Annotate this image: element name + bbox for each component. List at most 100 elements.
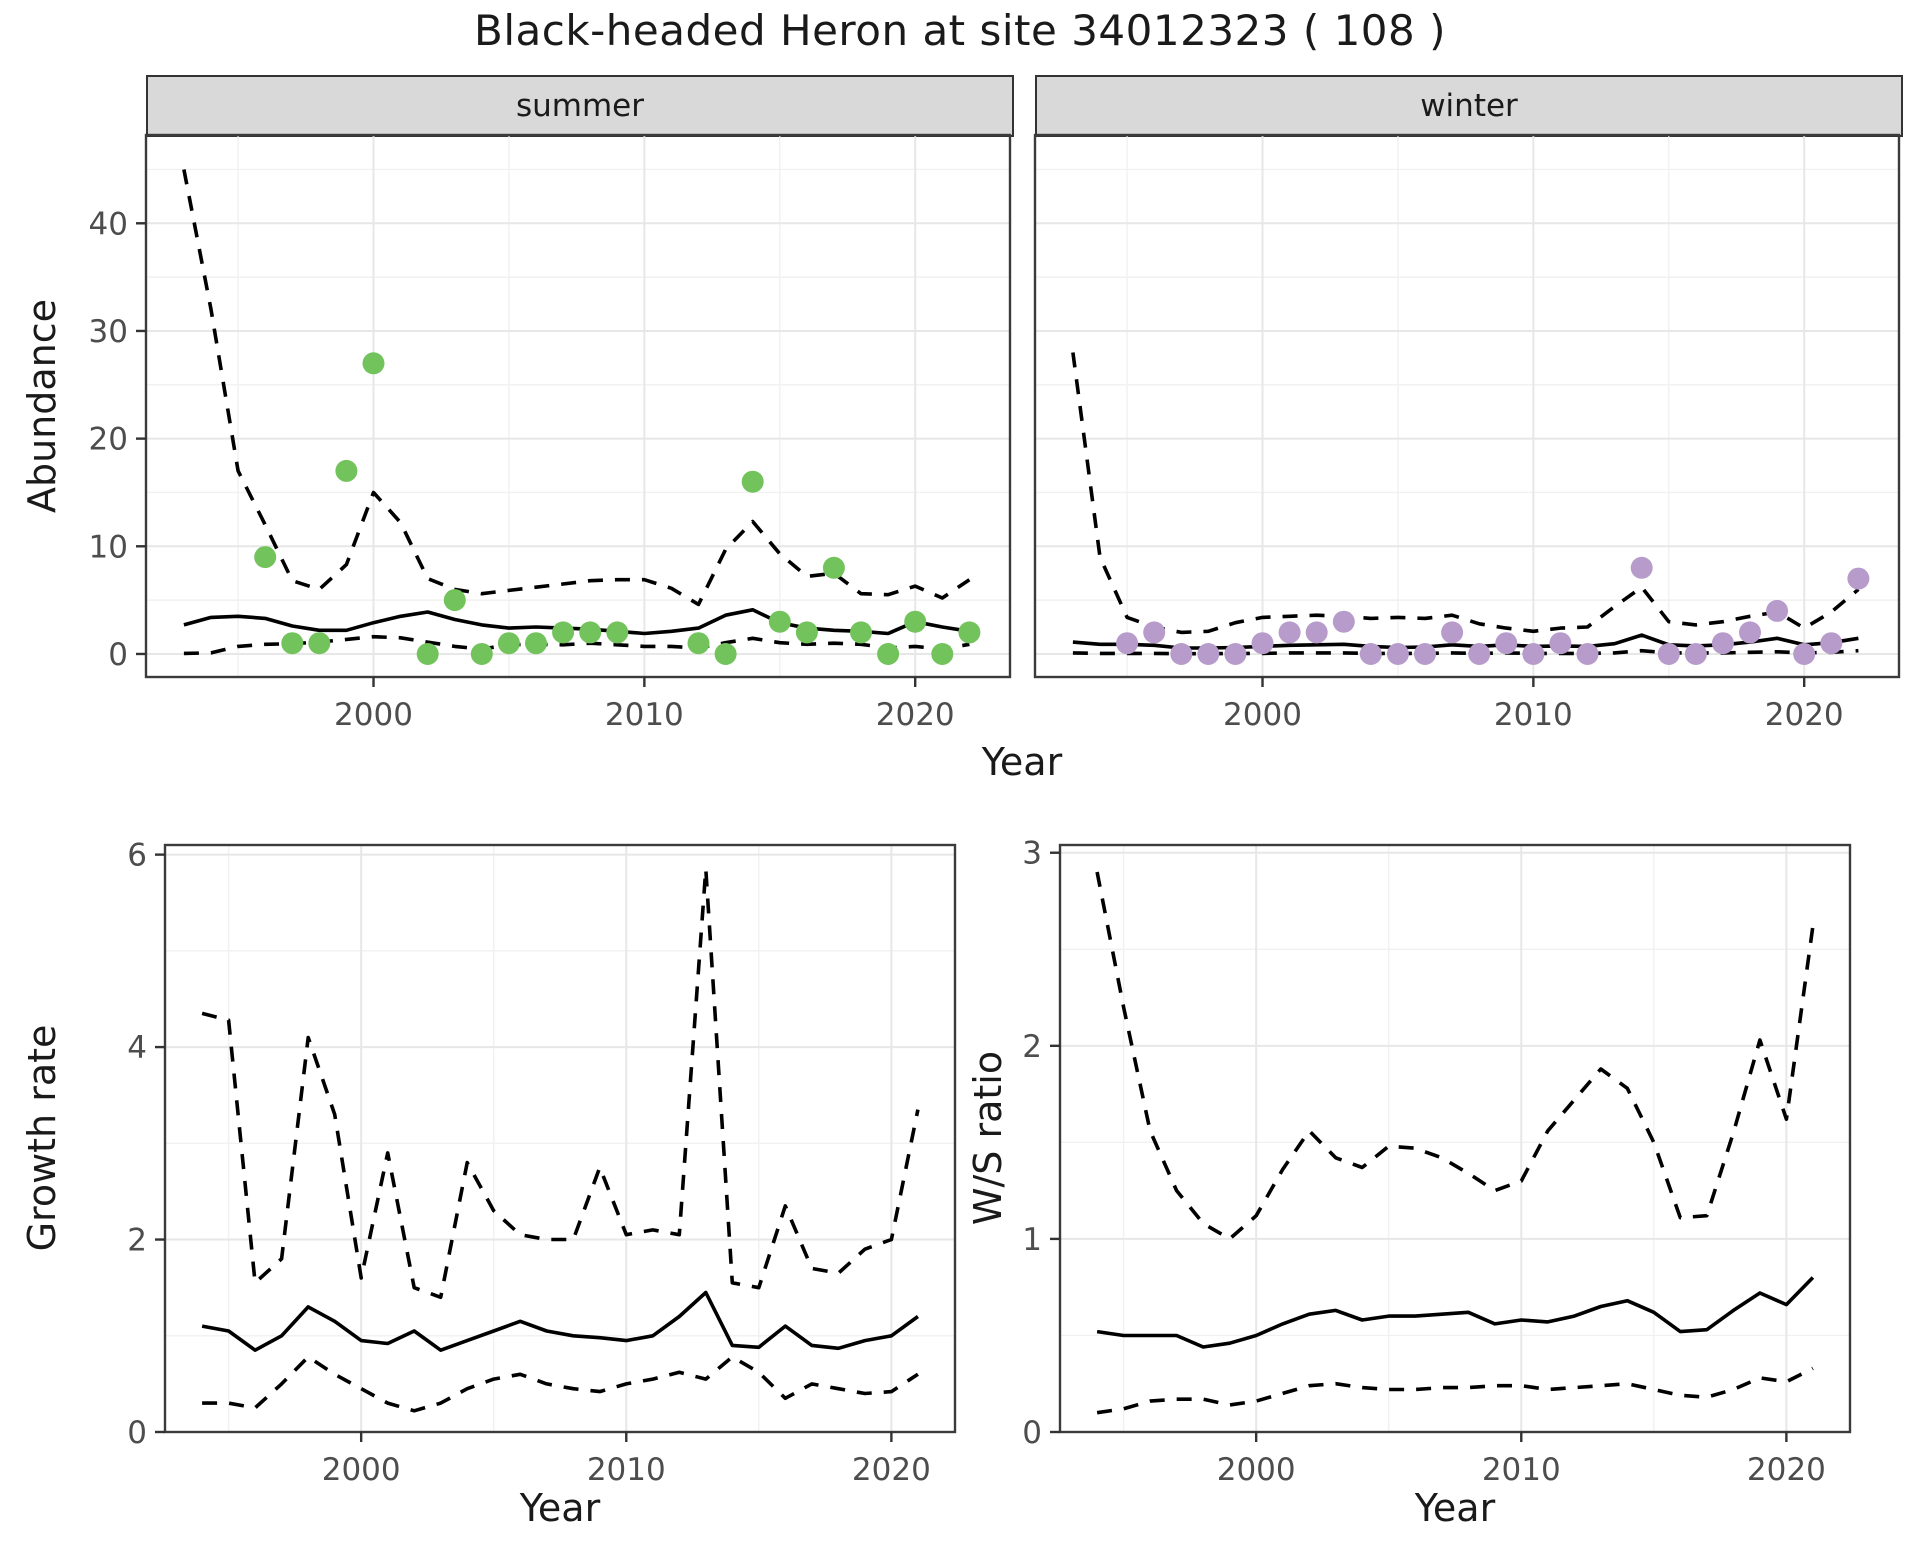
data-point	[741, 470, 764, 493]
data-point	[579, 621, 602, 644]
x-axis-title-year-growth: Year	[519, 1486, 601, 1530]
data-point	[1197, 643, 1220, 665]
x-tick-label: 2000	[322, 1452, 401, 1488]
data-point	[1305, 621, 1328, 644]
y-axis-title-abundance: Abundance	[20, 298, 64, 514]
growth-median-line	[201, 1290, 919, 1352]
data-point	[795, 621, 818, 644]
data-point	[1630, 556, 1653, 579]
summer-panel: 2000 2010 2020 0 10 20 30 40	[89, 133, 1012, 733]
y-tick-label: 20	[89, 422, 128, 458]
y-tick-label: 4	[127, 1030, 147, 1066]
panel-border	[1033, 133, 1901, 679]
data-point	[416, 643, 439, 665]
data-point	[1468, 643, 1491, 665]
winter-upper_ci-line	[1071, 352, 1860, 635]
x-tick-label: 2020	[852, 1452, 931, 1488]
data-point	[1684, 643, 1707, 665]
x-tick-label: 2000	[1217, 1452, 1296, 1488]
data-point	[308, 632, 331, 655]
page-title: Black-headed Heron at site 34012323 ( 10…	[474, 6, 1446, 55]
y-tick-label: 30	[89, 314, 128, 350]
facet-label-winter: winter	[1420, 88, 1518, 124]
y-tick-label: 0	[127, 1415, 147, 1451]
facet-strip-summer: summer	[146, 75, 1014, 137]
summer-lower_ci-line	[183, 634, 970, 656]
x-axis-title-year-top: Year	[981, 740, 1063, 784]
data-point	[687, 632, 710, 655]
data-point	[714, 643, 737, 665]
data-point	[1522, 643, 1545, 665]
data-point	[443, 589, 466, 612]
y-tick-label: 40	[89, 206, 128, 242]
y-tick-label: 1	[1022, 1222, 1042, 1258]
data-point	[1549, 632, 1572, 655]
x-tick-label: 2020	[876, 697, 955, 733]
x-tick-label: 2010	[605, 697, 684, 733]
data-point	[1766, 599, 1789, 622]
data-point	[931, 643, 954, 665]
data-point	[1711, 632, 1734, 655]
data-point	[768, 610, 791, 633]
data-point	[552, 621, 575, 644]
x-tick-label: 2010	[1494, 697, 1573, 733]
y-tick-label: 3	[1022, 836, 1042, 872]
y-tick-label: 0	[108, 637, 128, 673]
data-point	[1251, 632, 1274, 655]
data-point	[1495, 632, 1518, 655]
data-point	[822, 556, 845, 579]
data-point	[1847, 567, 1870, 590]
data-point	[525, 632, 547, 655]
data-point	[1576, 643, 1599, 665]
data-point	[1332, 610, 1355, 633]
data-point	[1793, 643, 1816, 665]
data-point	[1386, 643, 1409, 665]
data-point	[1739, 621, 1761, 644]
data-point	[904, 610, 927, 633]
data-point	[958, 621, 981, 644]
facet-label-summer: summer	[515, 88, 644, 124]
panel-border	[144, 133, 1012, 679]
data-point	[362, 352, 385, 375]
panel-border	[1058, 843, 1852, 1434]
y-tick-label: 6	[127, 838, 147, 874]
y-tick-label: 2	[127, 1223, 147, 1259]
y-tick-label: 0	[1022, 1415, 1042, 1451]
ws-upper_ci-line	[1095, 871, 1815, 1241]
y-tick-label: 2	[1022, 1029, 1042, 1065]
data-point	[470, 643, 493, 665]
data-point	[1116, 632, 1139, 655]
x-tick-label: 2010	[1482, 1452, 1561, 1488]
winter-panel: 2000 2010 2020	[1033, 133, 1901, 733]
x-tick-label: 2020	[1747, 1452, 1826, 1488]
data-point	[850, 621, 872, 644]
summer-upper_ci-line	[182, 169, 971, 607]
growth-panel: 2000 2010 2020 0 2 4 6	[127, 838, 957, 1488]
growth-upper_ci-line	[201, 867, 920, 1300]
summer-median-line	[183, 607, 970, 636]
data-point	[1657, 643, 1680, 665]
x-tick-label: 2000	[334, 697, 413, 733]
ws-panel: 2000 2010 2020 0 1 2 3	[1022, 836, 1852, 1488]
data-point	[281, 632, 304, 655]
data-point	[1143, 621, 1166, 644]
x-tick-label: 2020	[1765, 697, 1844, 733]
y-tick-label: 10	[89, 529, 128, 565]
y-axis-title-growth-rate: Growth rate	[20, 1024, 64, 1252]
data-point	[1414, 643, 1436, 665]
data-point	[497, 632, 520, 655]
x-tick-label: 2000	[1223, 697, 1302, 733]
data-point	[877, 643, 900, 665]
data-point	[1224, 643, 1247, 665]
data-point	[1820, 632, 1843, 655]
data-point	[335, 459, 358, 482]
ws-median-line	[1096, 1276, 1815, 1349]
data-point	[254, 546, 277, 569]
data-point	[1170, 643, 1193, 665]
y-axis-title-ws-ratio: W/S ratio	[966, 1050, 1010, 1226]
panel-border	[163, 843, 957, 1434]
data-point	[1278, 621, 1301, 644]
data-point	[1441, 621, 1464, 644]
